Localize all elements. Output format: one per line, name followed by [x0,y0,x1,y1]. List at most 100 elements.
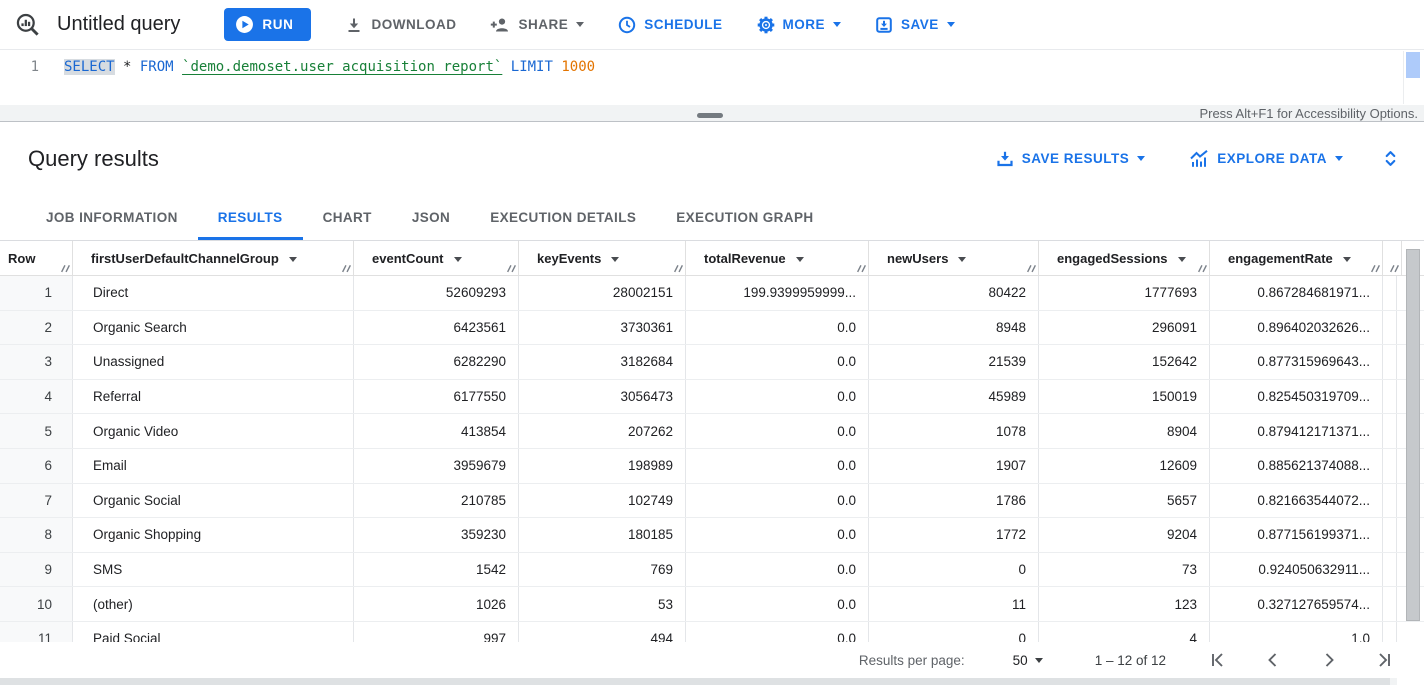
table-cell: 0.877156199371... [1210,518,1383,552]
column-resize-grip-icon[interactable] [1197,262,1208,273]
column-resize-grip-icon[interactable] [856,262,867,273]
table-reference-link[interactable]: `demo.demoset.user_acquisition_report` [182,59,503,75]
column-menu-caret-icon[interactable] [795,256,804,262]
tab-chart[interactable]: CHART [303,195,392,240]
unfold-icon [1381,149,1400,168]
column-resize-grip-icon[interactable] [506,262,517,273]
save-results-button[interactable]: SAVE RESULTS [996,150,1146,168]
tab-execution-graph[interactable]: EXECUTION GRAPH [656,195,833,240]
column-menu-caret-icon[interactable] [958,256,967,262]
table-cell: 210785 [354,483,519,518]
column-header-label: firstUserDefaultChannelGroup [91,250,279,266]
table-cell: 0.867284681971... [1210,276,1383,310]
editor-vertical-scrollbar[interactable] [1403,51,1421,104]
column-header-eventcount: eventCount [354,241,519,275]
column-resize-grip-icon[interactable] [673,262,684,273]
sql-token: LIMIT [510,59,553,75]
save-results-icon [996,150,1014,168]
row-number-cell: 7 [0,483,73,518]
table-vertical-scrollbar[interactable] [1405,245,1421,639]
table-row: 6 Email 3959679 198989 0.0 1907 12609 0.8856213… [0,448,1424,484]
query-editor-toolbar: Untitled query RUN [0,0,1424,50]
table-header-row: Row firstUserDefaultChannelGroup eventCoun… [0,241,1424,276]
results-per-page-label: Results per page: [858,652,965,668]
schedule-button[interactable]: SCHEDULE [618,16,722,34]
page-size-select[interactable]: 50 [1013,653,1043,668]
column-menu-caret-icon[interactable] [453,256,462,262]
next-page-button[interactable] [1320,651,1338,669]
table-cell: 123 [1039,587,1210,621]
previous-page-button[interactable] [1264,651,1282,669]
query-results-header: Query results SAVE RESULTS [0,122,1424,195]
tab-results[interactable]: RESULTS [198,195,303,240]
row-number-cell: 6 [0,448,73,483]
column-menu-caret-icon[interactable] [1177,256,1186,262]
hscroll-track[interactable] [0,678,1397,685]
sql-editor[interactable]: 1 SELECT * FROM `demo.demoset.user_acqui… [0,50,1424,105]
column-header-filler [1383,241,1402,275]
column-menu-caret-icon[interactable] [288,256,297,262]
table-cell: SMS [73,552,354,587]
column-resize-grip-icon[interactable] [60,262,71,273]
explore-data-icon [1189,149,1209,168]
first-page-button[interactable] [1208,651,1226,669]
table-cell: 4 [1039,621,1210,642]
table-cell: 359230 [354,518,519,552]
table-cell: 6423561 [354,310,519,345]
row-number-cell: 3 [0,345,73,379]
table-row: 2 Organic Search 6423561 3730361 0.0 8948 2960… [0,310,1424,346]
table-body: 1 Direct 52609293 28002151 199.9399959999...… [0,276,1424,642]
table-cell: 1026 [354,587,519,621]
table-cell: 6177550 [354,379,519,414]
filler-cell [1383,310,1397,345]
column-resize-grip-icon[interactable] [1370,262,1381,273]
download-button[interactable]: DOWNLOAD [345,16,456,34]
filler-cell [1383,448,1397,483]
caret-down-icon [946,22,955,27]
table-cell: Email [73,448,354,483]
results-tab-bar: JOB INFORMATION RESULTS CHART JSON EXECUTION… [0,195,1424,241]
download-icon [345,16,363,34]
gear-icon [757,16,775,34]
tab-job-information[interactable]: JOB INFORMATION [26,195,198,240]
run-button[interactable]: RUN [224,8,312,41]
first-page-icon [1212,653,1223,667]
tab-json[interactable]: JSON [392,195,470,240]
last-page-button[interactable] [1376,651,1394,669]
table-horizontal-scrollbar[interactable] [0,678,1424,685]
table-cell: 73 [1039,552,1210,587]
table-cell: 8948 [869,310,1039,345]
table-cell: 180185 [519,518,686,552]
row-number-cell: 4 [0,379,73,414]
table-cell: 997 [354,621,519,642]
results-title: Query results [28,145,159,171]
column-resize-grip-icon[interactable] [1389,262,1400,273]
table-cell: 9204 [1039,518,1210,552]
save-button[interactable]: SAVE [875,16,955,34]
splitter-drag-handle[interactable] [697,113,723,118]
table-row: 10 (other) 1026 53 0.0 11 123 0.327127659574... [0,587,1424,622]
tab-label: EXECUTION DETAILS [490,210,637,225]
column-header-label: newUsers [887,250,949,266]
table-cell: 0 [869,621,1039,642]
explore-data-button[interactable]: EXPLORE DATA [1189,149,1343,168]
sql-code[interactable]: SELECT * FROM `demo.demoset.user_acquisi… [52,57,595,77]
column-menu-caret-icon[interactable] [1342,256,1351,262]
editor-scrollbar-thumb[interactable] [1406,52,1420,78]
table-cell: 12609 [1039,448,1210,483]
table-cell: 0.879412171371... [1210,414,1383,448]
column-menu-caret-icon[interactable] [611,256,620,262]
table-cell: Direct [73,276,354,310]
column-resize-grip-icon[interactable] [1026,262,1037,273]
more-button[interactable]: MORE [757,16,841,34]
tab-execution-details[interactable]: EXECUTION DETAILS [470,195,656,240]
hscroll-thumb[interactable] [0,678,1390,685]
table-row: 9 SMS 1542 769 0.0 0 73 0.924050632911... [0,552,1424,588]
sql-token: FROM [139,59,174,75]
column-resize-grip-icon[interactable] [341,262,352,273]
table-scrollbar-thumb[interactable] [1406,249,1420,621]
share-button[interactable]: SHARE [490,16,585,34]
expand-results-button[interactable] [1381,149,1400,168]
table-cell: Paid Social [73,621,354,642]
table-cell: 1078 [869,414,1039,448]
